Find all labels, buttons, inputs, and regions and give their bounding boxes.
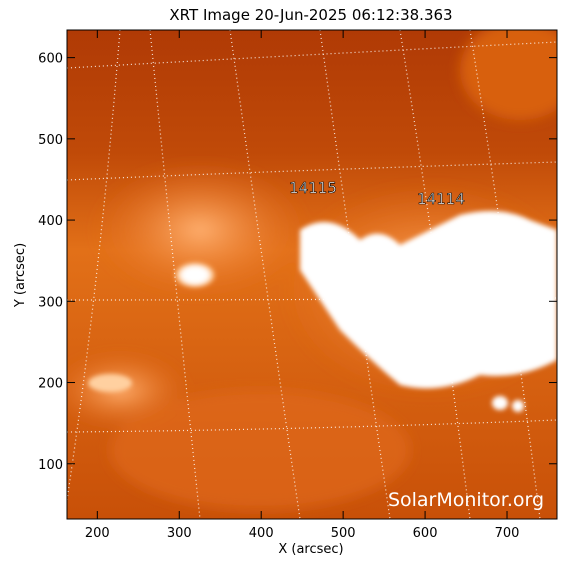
region-label: 14114 xyxy=(417,190,465,208)
title: XRT Image 20-Jun-2025 06:12:38.363 xyxy=(169,6,452,24)
region-label: 14115 xyxy=(289,179,337,197)
x-tick-label: 700 xyxy=(495,526,520,541)
y-tick-label: 200 xyxy=(38,377,63,392)
x-tick-label: 300 xyxy=(167,526,192,541)
plot-frame xyxy=(66,29,558,520)
y-axis-label: Y (arcsec) xyxy=(13,243,28,308)
solar-image xyxy=(67,30,557,519)
x-tick-label: 200 xyxy=(85,526,110,541)
x-tick-label: 600 xyxy=(413,526,438,541)
watermark: SolarMonitor.org xyxy=(388,489,544,511)
y-tick-label: 100 xyxy=(38,458,63,473)
y-tick-label: 600 xyxy=(38,52,63,67)
y-tick-label: 400 xyxy=(38,214,63,229)
x-tick-label: 500 xyxy=(331,526,356,541)
x-axis-label: X (arcsec) xyxy=(278,542,343,557)
x-tick-label: 400 xyxy=(249,526,274,541)
y-tick-label: 500 xyxy=(38,133,63,148)
y-tick-label: 300 xyxy=(38,295,63,310)
